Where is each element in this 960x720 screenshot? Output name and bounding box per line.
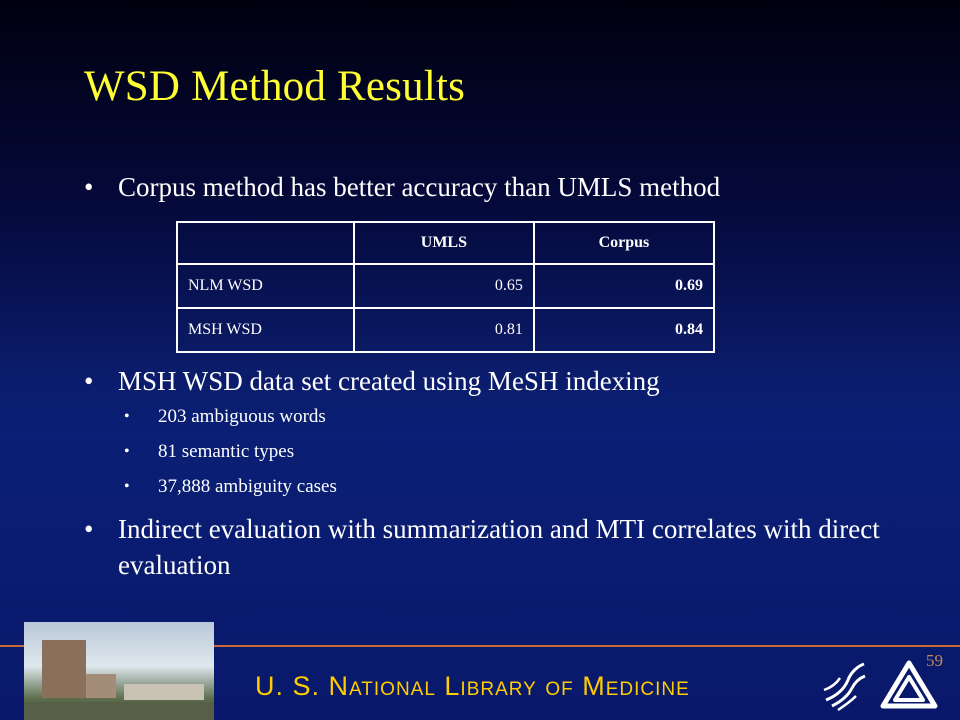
bullet-text: Indirect evaluation with summarization a…	[118, 514, 880, 580]
sub-bullet-text: 203 ambiguous words	[158, 406, 326, 427]
table-header-cell: UMLS	[352, 221, 535, 265]
nlm-logo-icon	[880, 660, 938, 709]
bullet-msh-dataset: • MSH WSD data set created using MeSH in…	[84, 363, 904, 399]
table-cell: 0.65	[352, 263, 535, 309]
table-header-cell	[176, 221, 355, 265]
footer-divider	[0, 645, 960, 647]
building-photo	[24, 622, 214, 720]
sub-bullet: • 203 ambiguous words	[124, 405, 326, 429]
results-table: UMLS Corpus NLM WSD 0.65 0.69 MSH WSD 0.…	[176, 221, 716, 353]
bullet-marker: •	[84, 514, 94, 544]
sub-bullet: • 37,888 ambiguity cases	[124, 475, 337, 499]
table-row-label: MSH WSD	[176, 307, 355, 353]
table-row: NLM WSD 0.65 0.69	[176, 263, 716, 309]
table-header-cell: Corpus	[532, 221, 716, 265]
organization-name: U. S. National Library of Medicine	[255, 671, 690, 701]
bullet-marker: •	[124, 478, 130, 495]
hhs-eagle-icon	[823, 662, 866, 712]
table-row: MSH WSD 0.81 0.84	[176, 307, 716, 353]
bullet-text: Corpus method has better accuracy than U…	[118, 172, 721, 202]
bullet-marker: •	[124, 443, 130, 460]
table-cell: 0.69	[532, 263, 716, 309]
bullet-marker: •	[124, 408, 130, 425]
table-header-row: UMLS Corpus	[176, 221, 716, 265]
table-cell: 0.84	[532, 307, 716, 353]
bullet-indirect-evaluation: • Indirect evaluation with summarization…	[84, 511, 904, 583]
table-row-label: NLM WSD	[176, 263, 355, 309]
sub-bullet-text: 37,888 ambiguity cases	[158, 476, 337, 497]
bullet-corpus-accuracy: • Corpus method has better accuracy than…	[84, 169, 904, 205]
slide-title: WSD Method Results	[84, 63, 466, 110]
bullet-marker: •	[84, 172, 94, 202]
page-number: 59	[926, 651, 943, 670]
bullet-marker: •	[84, 366, 94, 396]
sub-bullet: • 81 semantic types	[124, 440, 294, 464]
bullet-text: MSH WSD data set created using MeSH inde…	[118, 366, 660, 396]
table-cell: 0.81	[352, 307, 535, 353]
sub-bullet-text: 81 semantic types	[158, 441, 295, 462]
